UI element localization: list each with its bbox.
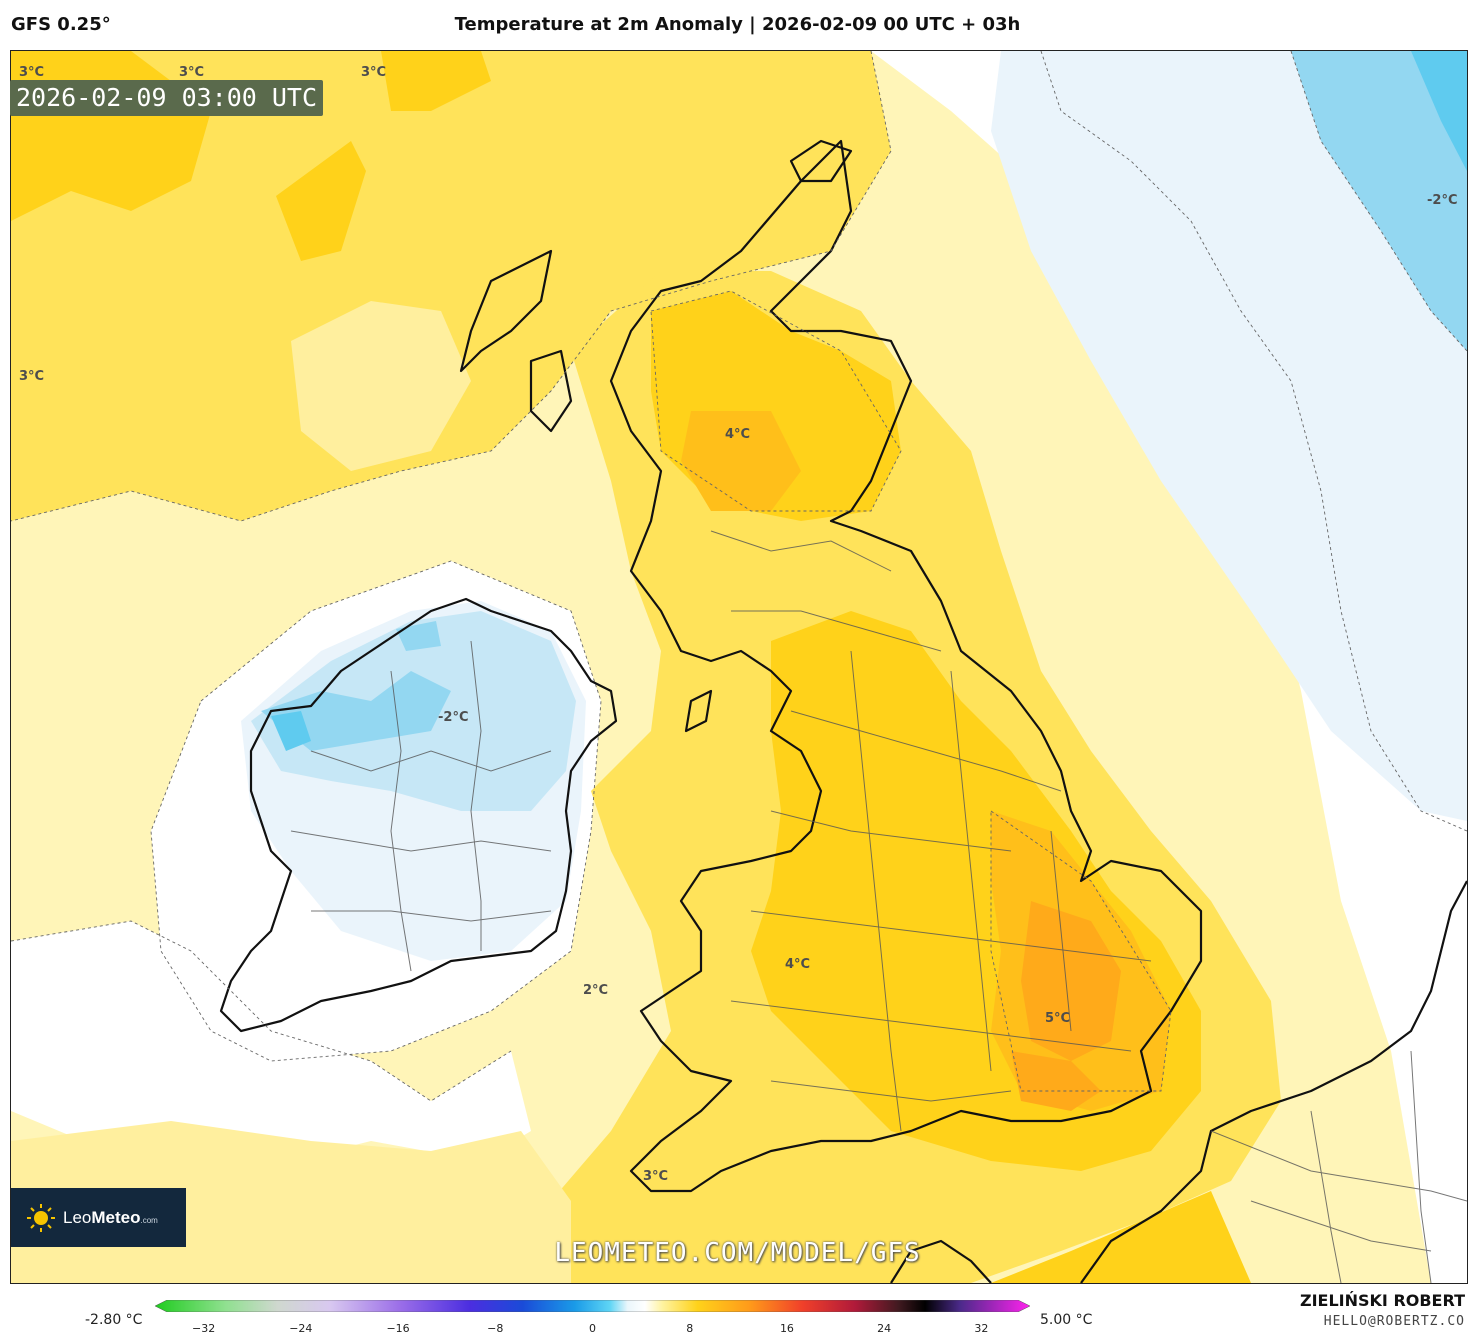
colorbar: [155, 1300, 1030, 1312]
watermark-url: LEOMETEO.COM/MODEL/GFS: [554, 1238, 921, 1268]
logo-text: LeoMeteo.com: [63, 1207, 158, 1227]
coastline-hebrides: [459, 249, 553, 373]
contour-label: 5°C: [1045, 1011, 1071, 1026]
leometeo-logo[interactable]: LeoMeteo.com: [11, 1188, 186, 1247]
coastline-layer: [219, 139, 1467, 1283]
colorbar-tick-label: 16: [779, 1322, 794, 1335]
anomaly-zone-blue-northeast: [1291, 51, 1467, 351]
anomaly-zone-4to5-grampian: [681, 411, 801, 511]
coastline-ireland: [219, 597, 618, 1033]
map-title: Temperature at 2m Anomaly | 2026-02-09 0…: [454, 14, 1021, 35]
contour-label: 4°C: [725, 427, 751, 442]
contour-label: 2°C: [583, 983, 609, 998]
valid-time-badge: 2026-02-09 03:00 UTC: [10, 80, 324, 116]
anomaly-zone-3to4-top: [381, 51, 491, 111]
colorbar-tick-label: 0: [589, 1322, 596, 1335]
author-email[interactable]: HELLO@ROBERTZ.CO: [1323, 1314, 1465, 1329]
colorbar-tick-label: 24: [877, 1322, 892, 1335]
anomaly-zone-warm-northwest-pale: [291, 301, 471, 471]
coastline-orkney: [789, 139, 853, 183]
coastline-continent: [1080, 880, 1467, 1283]
contour-label: 3°C: [361, 65, 387, 80]
contour-lines: [11, 51, 1467, 1102]
anomaly-zone-3to4-france: [991, 1191, 1251, 1283]
colorbar-tick-label: −24: [289, 1322, 313, 1335]
anomaly-zone-ireland-core: [271, 711, 311, 751]
coastline-great-britain: [609, 139, 1203, 1193]
colorbar-tick-label: 8: [686, 1322, 694, 1335]
colorbar-tick-label: −8: [487, 1322, 504, 1335]
coastline-isle-of-man: [684, 689, 713, 733]
author-credit: ZIELIŃSKI ROBERT: [1299, 1291, 1465, 1310]
contour-label: 3°C: [19, 65, 45, 80]
anomaly-zone-ireland-blue2: [261, 671, 451, 751]
anomaly-map: [11, 51, 1467, 1283]
colorbar-tick-label: −16: [386, 1322, 410, 1335]
contour-label: 3°C: [643, 1169, 669, 1184]
anomaly-zone-3to4-north: [276, 141, 366, 261]
contour-label: 3°C: [19, 369, 45, 384]
colorbar-min-label: -2.80 °C: [85, 1312, 143, 1328]
anomaly-zone-5plus-london: [1021, 901, 1121, 1061]
anomaly-zone-lightblue-east: [991, 51, 1467, 821]
coastline-brittany: [890, 1239, 992, 1283]
colorbar-tick-label: 32: [974, 1322, 989, 1335]
colorbar-tick-label: −32: [192, 1322, 216, 1335]
coastline-hebrides-south: [529, 349, 573, 433]
colorbar-ticks: −32 −24 −16 −8 0 8 16 24 32: [155, 1322, 1030, 1338]
admin-borders: [290, 530, 1467, 1283]
anomaly-zone-blue-corner: [1411, 51, 1467, 171]
contour-label: 3°C: [179, 65, 205, 80]
model-name: GFS 0.25°: [11, 14, 111, 35]
colorbar-max-label: 5.00 °C: [1040, 1312, 1093, 1328]
anomaly-zone-warm-northwest: [11, 51, 891, 521]
contour-label: 4°C: [785, 957, 811, 972]
anomaly-zone-5plus-kent: [1011, 1051, 1101, 1111]
contour-label: -2°C: [438, 710, 469, 725]
sun-icon: [27, 1203, 55, 1232]
contour-label: -2°C: [1427, 193, 1458, 208]
map-panel: 3°C 3°C 3°C 3°C -2°C 4°C -2°C 4°C 2°C 5°…: [10, 50, 1468, 1284]
anomaly-zone-ireland-core2: [396, 621, 441, 651]
